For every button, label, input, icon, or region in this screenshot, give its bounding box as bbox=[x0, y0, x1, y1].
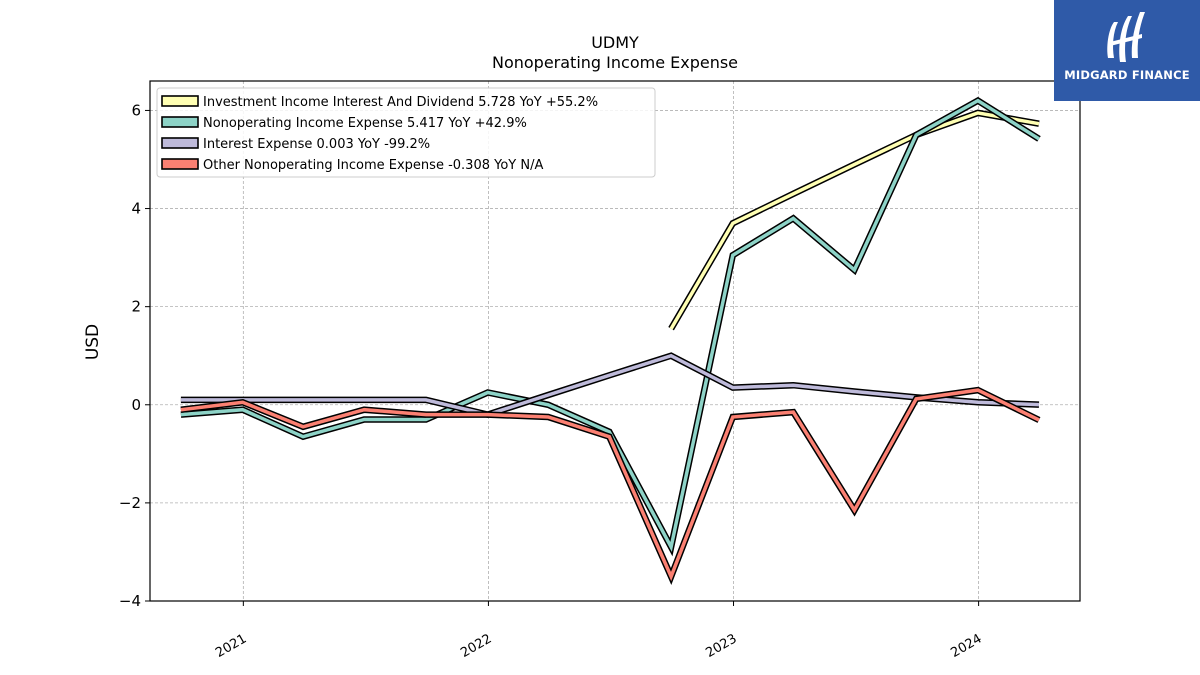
y-tick-label: 4 bbox=[131, 200, 141, 218]
series-line-3 bbox=[180, 388, 1040, 582]
x-tick-label: 2021 bbox=[213, 631, 249, 661]
y-tick-label: 0 bbox=[131, 396, 141, 414]
legend-label-1: Nonoperating Income Expense 5.417 YoY +4… bbox=[203, 116, 527, 131]
legend-label-2: Interest Expense 0.003 YoY -99.2% bbox=[203, 137, 430, 152]
chart-title: UDMY bbox=[591, 33, 639, 52]
legend-swatch-1 bbox=[161, 116, 199, 128]
logo-mark-icon bbox=[1107, 12, 1145, 62]
series-line-1 bbox=[180, 98, 1040, 553]
series-line-0 bbox=[669, 111, 1040, 330]
y-tick-label: 2 bbox=[131, 298, 141, 316]
y-tick-label: 6 bbox=[131, 101, 141, 119]
midgard-finance-logo: MIDGARD FINANCE bbox=[1054, 0, 1200, 101]
brand-name: MIDGARD FINANCE bbox=[1064, 68, 1190, 82]
x-tick-label: 2023 bbox=[703, 631, 739, 661]
legend-box bbox=[156, 87, 656, 178]
x-tick-label: 2024 bbox=[948, 631, 984, 661]
x-tick-label: 2022 bbox=[458, 631, 494, 661]
y-tick-label: −2 bbox=[119, 494, 141, 512]
y-axis-label: USD bbox=[83, 324, 103, 360]
series-outline-3 bbox=[180, 386, 1041, 585]
axis-ticks: −4 −2 0 2 4 6 2021 2022 2023 2024 bbox=[119, 101, 985, 661]
series-lines bbox=[180, 96, 1041, 585]
legend-swatch-0 bbox=[161, 95, 199, 107]
plot-frame bbox=[149, 80, 1081, 602]
y-tick-label: −4 bbox=[119, 592, 141, 610]
legend-label-3: Other Nonoperating Income Expense -0.308… bbox=[203, 158, 543, 173]
legend-swatch-2 bbox=[161, 137, 199, 149]
series-line-2 bbox=[180, 353, 1040, 417]
legend-label-0: Investment Income Interest And Dividend … bbox=[203, 95, 598, 110]
chart-subtitle: Nonoperating Income Expense bbox=[492, 53, 738, 72]
legend-swatch-3 bbox=[161, 158, 199, 170]
legend: Investment Income Interest And Dividend … bbox=[156, 87, 656, 178]
